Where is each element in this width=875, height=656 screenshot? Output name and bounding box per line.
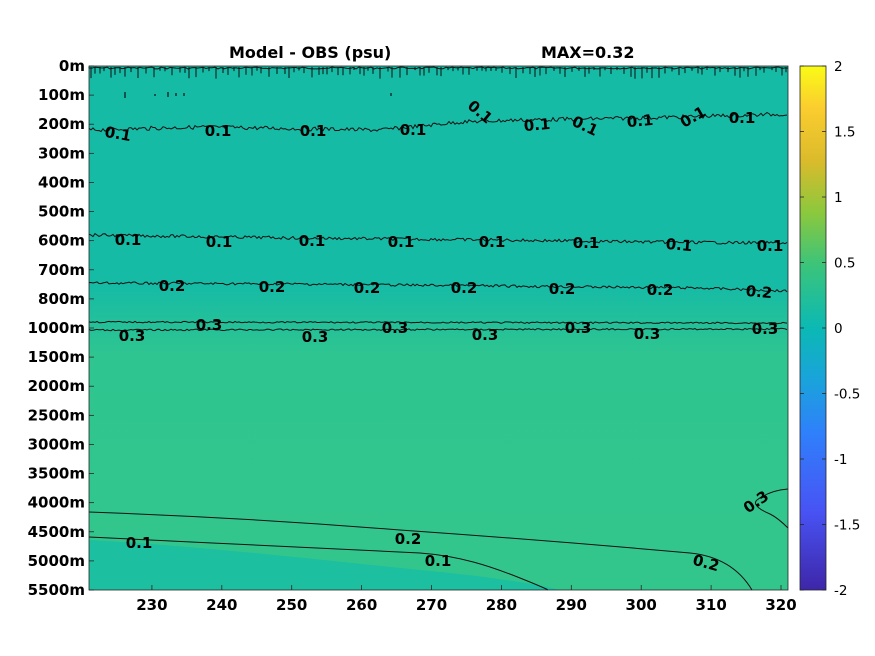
contour-label: 0.1 [400,121,427,139]
colorbar-tick-label: -1 [834,452,847,468]
y-tick-label: 5000m [28,552,85,570]
contour-label: 0.2 [451,279,478,297]
contour-label: 0.2 [647,281,674,299]
surface-noise [88,66,789,98]
colorbar-tick-label: 0.5 [834,256,855,272]
y-tick-label: 1500m [28,348,85,366]
y-tick-label: 200m [38,115,85,133]
y-tick-label: 100m [38,86,85,104]
y-tick-label: 4000m [28,494,85,512]
colorbar-tick-label: 1.5 [834,125,855,141]
chart-title: Model - OBS (psu) [229,43,391,62]
contour-label: 0.2 [395,530,422,548]
contour-label: 0.1 [479,233,506,251]
colorbar-tick-label: 2 [834,59,843,75]
x-tick-label: 240 [206,596,237,614]
contour-label: 0.1 [205,122,232,140]
x-tick-label: 230 [136,596,167,614]
x-tick-label: 280 [486,596,517,614]
contour-0.3-bottom [88,327,788,332]
y-tick-label: 3000m [28,435,85,453]
y-axis: 0m 100m 200m 300m 400m 500m 600m 700m 800m 1000m 1… [28,57,94,599]
x-tick-label: 250 [276,596,307,614]
colorbar: 2 1.5 1 0.5 0 -0.5 -1 -1.5 -2 [799,59,860,599]
colorbar-tick-label: 0 [834,321,843,337]
x-tick-label: 320 [765,596,796,614]
contour-label: 0.2 [549,280,576,298]
x-tick-label: 270 [416,596,447,614]
contour-0.2-750m [88,281,788,293]
contour-label: 0.1 [729,109,756,127]
y-tick-label: 3500m [28,465,85,483]
contour-label: 0.2 [259,278,286,296]
y-tick-label: 600m [38,232,85,250]
y-tick-label: 2000m [28,377,85,395]
contour-label: 0.3 [196,316,223,334]
contour-label: 0.3 [565,319,592,337]
y-tick-label: 0m [59,57,85,75]
contour-label: 0.1 [665,235,693,255]
y-tick-label: 5500m [28,581,85,599]
y-tick-label: 2500m [28,406,85,424]
y-tick-label: 1000m [28,319,85,337]
y-tick-label: 700m [38,261,85,279]
colorbar-tick-label: -2 [834,583,847,599]
contour-label: 0.1 [126,534,153,552]
x-axis: 230 240 250 260 270 280 290 300 310 320 [136,585,797,614]
y-tick-label: 400m [38,173,85,191]
contour-label: 0.2 [745,282,773,302]
contour-label: 0.3 [119,327,146,345]
contour-label: 0.1 [103,123,132,145]
y-tick-label: 4500m [28,523,85,541]
y-tick-label: 800m [38,290,85,308]
contour-label: 0.1 [626,111,654,131]
contour-label: 0.1 [523,115,551,135]
contour-label: 0.3 [752,320,779,338]
contour-label: 0.1 [388,233,415,251]
contour-label: 0.3 [472,326,499,344]
x-tick-label: 260 [346,596,377,614]
contour-label: 0.3 [634,325,661,343]
colorbar-bar [799,65,827,591]
contour-0.3-deep [755,488,789,529]
contour-label: 0.2 [354,279,381,297]
contour-label: 0.2 [159,277,186,295]
x-tick-label: 310 [695,596,726,614]
colorbar-tick-label: -1.5 [834,518,860,534]
max-label: MAX=0.32 [541,43,635,62]
contour-label: 0.1 [425,552,452,570]
contour-label: 0.1 [573,234,600,252]
colorbar-ticks: 2 1.5 1 0.5 0 -0.5 -1 -1.5 -2 [800,59,860,599]
contour-0.1-deep [88,536,549,591]
colorbar-tick-label: 1 [834,190,843,206]
contour-lines [88,112,789,591]
plot-area: 0.1 0.1 0.1 0.10.1 0.1 0.1 0.1 0.1 0.10.1 0.1 0.1 0… [88,65,789,591]
field-background [89,66,788,590]
contour-label: 0.3 [302,328,329,346]
contour-label: 0.1 [206,233,233,251]
y-tick-label: 500m [38,203,85,221]
contour-label: 0.1 [299,232,326,250]
contour-0.3-top [88,320,788,325]
bottom-left-patch [89,540,560,590]
colorbar-tick-label: -0.5 [834,387,860,403]
contour-label: 0.3 [382,319,409,337]
contour-0.2-deep [88,511,753,591]
x-tick-label: 300 [626,596,657,614]
x-tick-label: 290 [556,596,587,614]
y-tick-label: 300m [38,144,85,162]
contour-label: 0.1 [300,122,327,140]
contour-label: 0.1 [115,231,142,249]
contour-label: 0.1 [757,237,784,255]
contour-0.1-600m [88,232,788,245]
contour-0.1-upper [88,112,788,133]
